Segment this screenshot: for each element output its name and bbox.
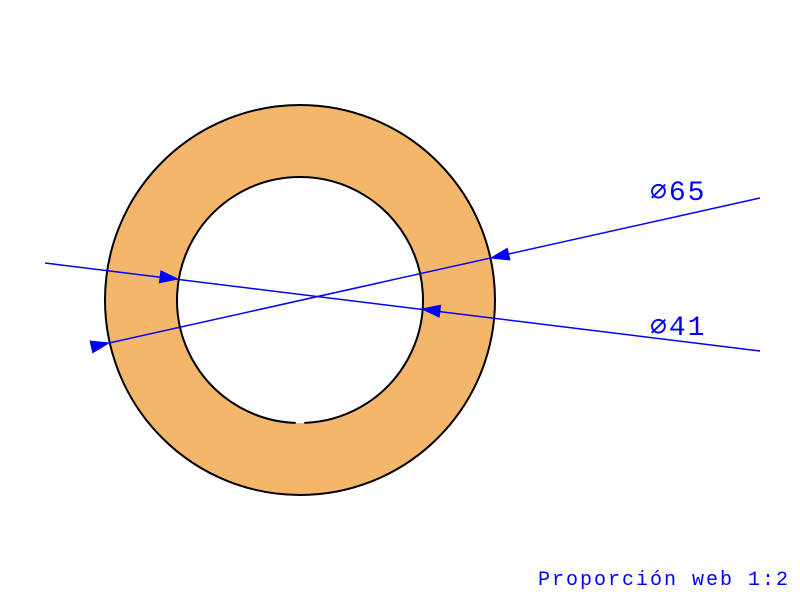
inner-dimension-label: ⌀41 <box>650 313 706 344</box>
outer-dimension-label: ⌀65 <box>650 178 706 209</box>
scale-footer: Proporción web 1:2 <box>538 569 790 592</box>
